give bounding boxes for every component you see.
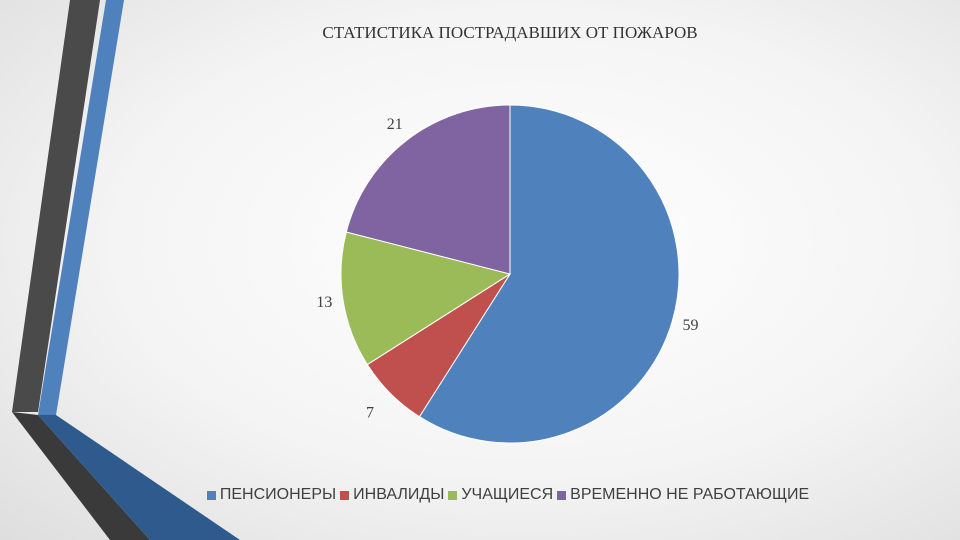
legend-swatch bbox=[448, 490, 458, 500]
chart-title: СТАТИСТИКА ПОСТРАДАВШИХ ОТ ПОЖАРОВ bbox=[322, 23, 697, 42]
pie-slice bbox=[345, 104, 511, 275]
legend: ПЕНСИОНЕРЫ ИНВАЛИДЫ УЧАЩИЕСЯ ВРЕМЕННО НЕ РА… bbox=[0, 486, 960, 504]
decor-stripe bbox=[38, 0, 124, 415]
pie: 59 7 13 21 bbox=[316, 104, 699, 444]
data-label: 7 bbox=[366, 405, 374, 422]
data-label: 21 bbox=[387, 116, 403, 133]
decor-stripe bbox=[12, 0, 100, 412]
pie-slice bbox=[340, 231, 512, 366]
legend-item: ВРЕМЕННО НЕ РАБОТАЮЩИЕ bbox=[557, 486, 809, 504]
decor-stripe bbox=[12, 412, 150, 540]
legend-swatch bbox=[206, 490, 216, 500]
legend-label: ИНВАЛИДЫ bbox=[353, 486, 445, 503]
legend-label: ПЕНСИОНЕРЫ bbox=[219, 486, 337, 503]
pie-slice bbox=[418, 104, 680, 444]
data-label: 59 bbox=[683, 317, 699, 334]
legend-label: ВРЕМЕННО НЕ РАБОТАЮЩИЕ bbox=[570, 486, 810, 503]
legend-label: УЧАЩИЕСЯ bbox=[461, 486, 554, 503]
legend-item: ИНВАЛИДЫ bbox=[340, 486, 444, 504]
legend-swatch bbox=[557, 490, 567, 500]
data-label: 13 bbox=[316, 294, 332, 311]
legend-item: ПЕНСИОНЕРЫ bbox=[206, 486, 337, 504]
legend-swatch bbox=[340, 490, 350, 500]
decor-stripe bbox=[38, 415, 240, 540]
legend-item: УЧАЩИЕСЯ bbox=[448, 486, 553, 504]
